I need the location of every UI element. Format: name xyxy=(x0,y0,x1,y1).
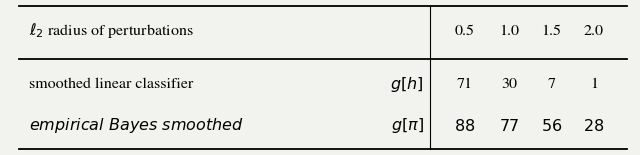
Text: $\mathit{56}$: $\mathit{56}$ xyxy=(541,117,563,134)
Text: $g[\pi]$: $g[\pi]$ xyxy=(391,116,424,135)
Text: 1.0: 1.0 xyxy=(499,24,520,38)
Text: 2.0: 2.0 xyxy=(584,24,604,38)
Text: $\mathit{28}$: $\mathit{28}$ xyxy=(583,117,605,134)
Text: 71: 71 xyxy=(457,78,472,91)
Text: smoothed linear classifier: smoothed linear classifier xyxy=(29,78,193,91)
Text: 1.5: 1.5 xyxy=(541,24,562,38)
Text: 0.5: 0.5 xyxy=(454,24,475,38)
Text: $\mathit{77}$: $\mathit{77}$ xyxy=(499,117,520,134)
Text: $\ell_2$ radius of perturbations: $\ell_2$ radius of perturbations xyxy=(29,22,193,40)
Text: 7: 7 xyxy=(548,78,556,91)
Text: $\mathit{88}$: $\mathit{88}$ xyxy=(454,117,476,134)
Text: $\mathit{empirical\ Bayes\ smoothed}$: $\mathit{empirical\ Bayes\ smoothed}$ xyxy=(29,116,244,135)
Text: $g[h]$: $g[h]$ xyxy=(390,75,424,94)
Text: 1: 1 xyxy=(590,78,598,91)
Text: 30: 30 xyxy=(502,78,518,91)
